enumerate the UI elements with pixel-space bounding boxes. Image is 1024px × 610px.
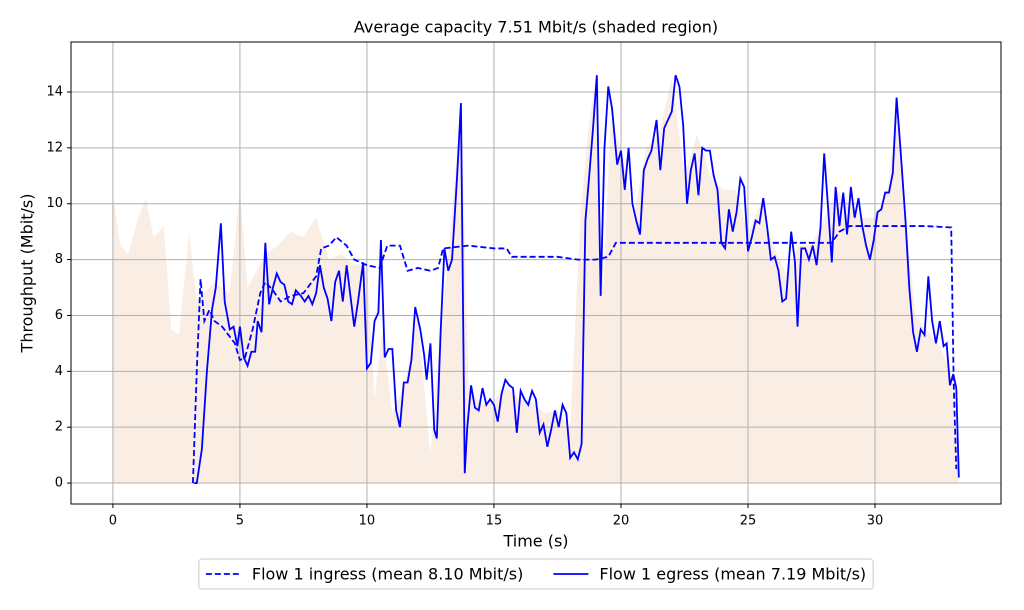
chart-title: Average capacity 7.51 Mbit/s (shaded reg… — [354, 18, 718, 37]
x-tick-label: 30 — [867, 514, 884, 529]
x-axis-label: Time (s) — [502, 532, 568, 551]
x-tick-label: 25 — [740, 514, 757, 529]
axes-frame — [70, 41, 1002, 505]
legend-label: Flow 1 egress (mean 7.19 Mbit/s) — [599, 565, 866, 584]
y-tick-label: 8 — [55, 252, 63, 267]
y-tick-label: 2 — [55, 420, 63, 435]
x-tick-label: 0 — [109, 514, 117, 529]
x-tick-label: 20 — [613, 514, 630, 529]
series-line — [194, 74, 960, 484]
y-tick-label: 6 — [55, 308, 63, 323]
x-tick-label: 15 — [486, 514, 503, 529]
series-line — [192, 225, 958, 484]
x-tick-label: 5 — [236, 514, 244, 529]
legend-label: Flow 1 ingress (mean 8.10 Mbit/s) — [252, 565, 524, 584]
capacity-area — [112, 78, 959, 484]
legend: Flow 1 ingress (mean 8.10 Mbit/s) Flow 1 … — [198, 558, 874, 590]
x-tick-label: 10 — [359, 514, 376, 529]
legend-box — [198, 558, 874, 590]
y-tick-label: 0 — [55, 476, 63, 491]
y-axis-label: Throughput (Mbit/s) — [18, 194, 37, 354]
y-tick-label: 14 — [46, 84, 63, 99]
y-tick-label: 12 — [46, 140, 63, 155]
y-tick-label: 10 — [46, 196, 63, 211]
y-tick-label: 4 — [55, 364, 63, 379]
plot-area — [71, 42, 1001, 504]
